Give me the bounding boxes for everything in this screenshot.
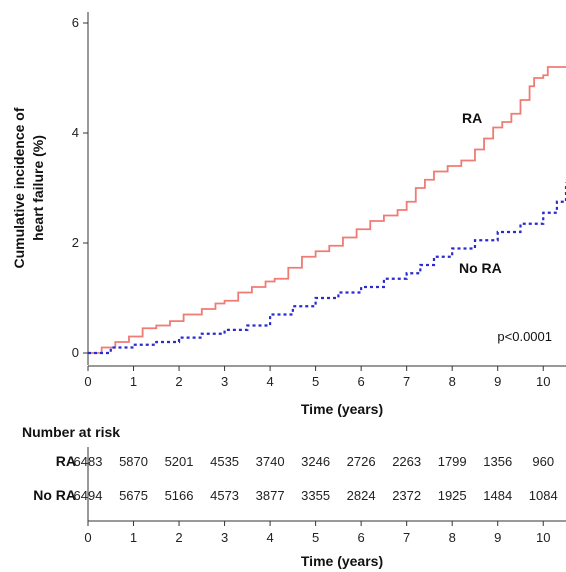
number-at-risk-x-axis: 0 1 2 3 4 5 6 7 8 9 10 <box>84 447 566 545</box>
x-tick-label: 1 <box>130 374 137 389</box>
series-line-no-ra <box>88 182 566 355</box>
risk-value: 5166 <box>165 488 194 503</box>
x-tick-label: 6 <box>358 374 365 389</box>
y-tick-label: 4 <box>72 125 79 140</box>
series-labels: RA No RA <box>459 110 502 276</box>
risk-value: 2726 <box>347 454 376 469</box>
series-label-no-ra: No RA <box>459 260 502 276</box>
y-tick-label: 6 <box>72 15 79 30</box>
y-axis: 0 2 4 6 <box>72 12 89 365</box>
number-at-risk-x-axis-title: Time (years) <box>301 553 383 569</box>
risk-value: 4535 <box>210 454 239 469</box>
y-axis-title-line: Cumulative incidence of <box>11 107 27 268</box>
risk-row-label: No RA <box>33 487 76 503</box>
series-line-ra <box>88 66 566 354</box>
x-tick-label: 8 <box>449 374 456 389</box>
risk-value: 1484 <box>483 488 512 503</box>
y-axis-title: Cumulative incidence of heart failure (%) <box>11 107 46 268</box>
risk-x-tick-label: 1 <box>130 530 137 545</box>
risk-value: 1084 <box>529 488 558 503</box>
x-axis: 0 1 2 3 4 5 6 7 8 9 10 <box>84 365 566 389</box>
risk-x-tick-label: 3 <box>221 530 228 545</box>
risk-value: 1356 <box>483 454 512 469</box>
risk-value: 1799 <box>438 454 467 469</box>
p-value-annotation: p<0.0001 <box>497 329 552 344</box>
risk-value: 3740 <box>256 454 285 469</box>
risk-value: 3877 <box>256 488 285 503</box>
series-label-ra: RA <box>462 110 482 126</box>
risk-x-tick-label: 2 <box>175 530 182 545</box>
x-tick-label: 10 <box>536 374 550 389</box>
y-tick-label: 2 <box>72 235 79 250</box>
x-tick-label: 4 <box>266 374 273 389</box>
risk-value: 960 <box>532 454 554 469</box>
x-axis-title: Time (years) <box>301 401 383 417</box>
risk-value: 5201 <box>165 454 194 469</box>
risk-value: 2824 <box>347 488 376 503</box>
x-tick-label: 2 <box>175 374 182 389</box>
plot-area: Cumulative incidence of heart failure (%)… <box>11 12 566 417</box>
risk-value: 2263 <box>392 454 421 469</box>
risk-x-tick-label: 7 <box>403 530 410 545</box>
risk-x-tick-label: 5 <box>312 530 319 545</box>
y-tick-label: 0 <box>72 345 79 360</box>
risk-value: 1925 <box>438 488 467 503</box>
x-tick-label: 5 <box>312 374 319 389</box>
risk-value: 4573 <box>210 488 239 503</box>
series-lines <box>88 66 566 355</box>
risk-x-tick-label: 4 <box>266 530 273 545</box>
risk-value: 5675 <box>119 488 148 503</box>
risk-value: 2372 <box>392 488 421 503</box>
risk-x-tick-label: 8 <box>449 530 456 545</box>
risk-value: 3355 <box>301 488 330 503</box>
number-at-risk-header: Number at risk <box>22 424 120 440</box>
x-tick-label: 0 <box>84 374 91 389</box>
x-tick-label: 3 <box>221 374 228 389</box>
x-tick-label: 9 <box>494 374 501 389</box>
risk-x-tick-label: 9 <box>494 530 501 545</box>
x-tick-label: 7 <box>403 374 410 389</box>
risk-row-label: RA <box>56 453 76 469</box>
risk-value: 5870 <box>119 454 148 469</box>
risk-value: 3246 <box>301 454 330 469</box>
risk-x-tick-label: 10 <box>536 530 550 545</box>
y-axis-title-line: heart failure (%) <box>30 135 46 241</box>
risk-x-tick-label: 6 <box>358 530 365 545</box>
risk-x-tick-label: 0 <box>84 530 91 545</box>
